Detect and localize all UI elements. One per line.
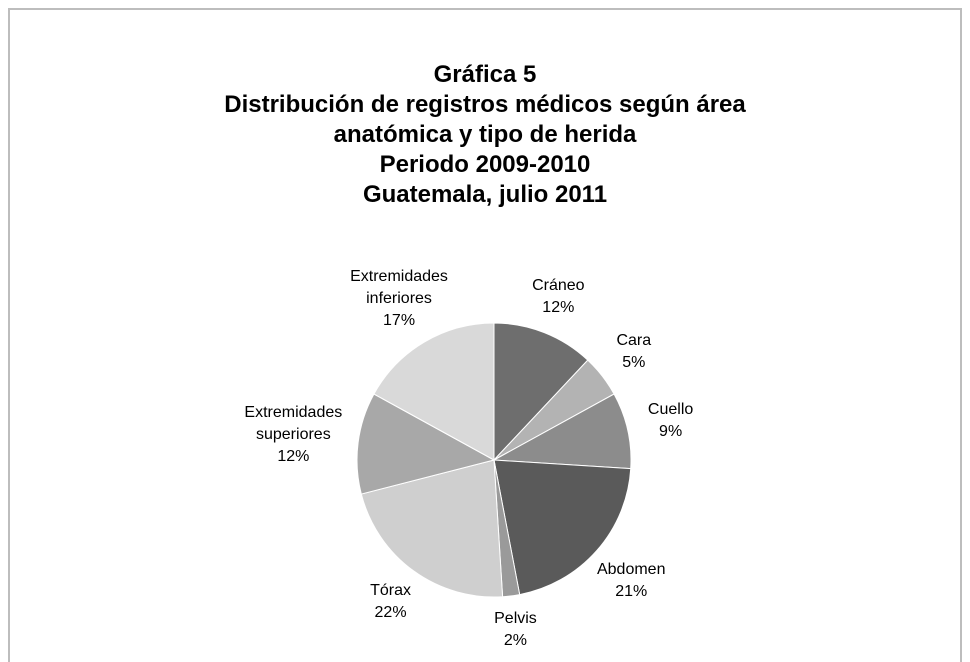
- title-line: Gráfica 5: [433, 61, 537, 88]
- chart-title: Gráfica 5 Distribución de registros médic…: [0, 60, 970, 210]
- category-label: Tórax: [370, 582, 411, 600]
- pie-slice: [360, 459, 504, 598]
- pie-slice: [356, 393, 496, 495]
- data-label: Tórax 22%: [370, 580, 411, 624]
- pie-slice: [373, 322, 495, 461]
- category-label: Extremidades superiores: [244, 403, 343, 443]
- chart-border: [8, 8, 962, 662]
- category-label: Abdomen: [596, 560, 666, 578]
- category-label: Pelvis: [494, 609, 537, 627]
- value-label: 12%: [277, 447, 310, 465]
- value-label: 2%: [503, 631, 528, 649]
- data-label: Cráneo 12%: [532, 275, 584, 319]
- data-label: Extremidades superiores 12%: [228, 402, 358, 468]
- data-label: Pelvis 2%: [494, 608, 537, 652]
- data-label: Abdomen 21%: [597, 559, 666, 603]
- pie-slice: [493, 322, 589, 462]
- value-label: 21%: [615, 582, 648, 600]
- value-label: 22%: [374, 604, 407, 622]
- title-line: Periodo 2009-2010: [379, 151, 591, 178]
- category-label: Extremidades inferiores: [350, 268, 448, 308]
- title-line: Guatemala, julio 2011: [362, 181, 608, 208]
- category-label: Cara: [616, 331, 652, 349]
- category-label: Cráneo: [532, 277, 585, 295]
- title-line: Distribución de registros médicos según …: [224, 91, 746, 118]
- category-label: Cuello: [647, 400, 694, 418]
- value-label: 17%: [383, 312, 416, 330]
- pie-slice: [493, 459, 632, 596]
- value-label: 9%: [659, 422, 683, 440]
- title-line: anatómica y tipo de herida: [333, 121, 637, 148]
- value-label: 5%: [622, 353, 646, 371]
- data-label: Extremidades inferiores 17%: [334, 266, 464, 332]
- data-label: Cara 5%: [616, 330, 651, 374]
- data-label: Cuello 9%: [648, 399, 693, 443]
- value-label: 12%: [542, 299, 575, 317]
